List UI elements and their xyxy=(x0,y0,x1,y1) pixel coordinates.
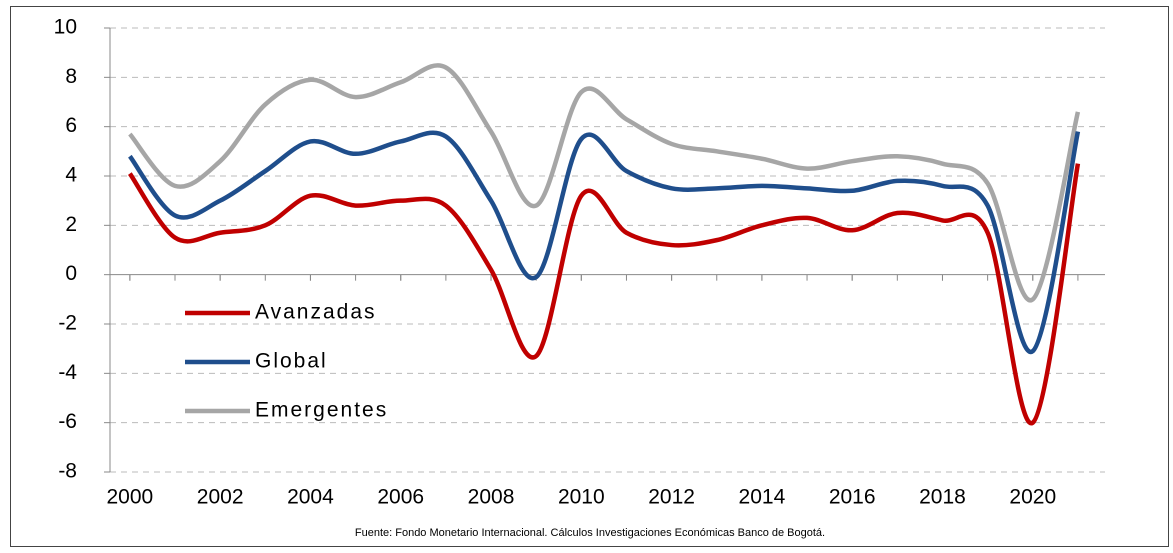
legend-label: Global xyxy=(255,350,328,373)
y-tick-label: 6 xyxy=(65,114,77,137)
legend-label: Emergentes xyxy=(255,399,388,422)
x-tick-label: 2020 xyxy=(1009,486,1056,509)
y-tick-label: -8 xyxy=(58,460,77,483)
y-tick-label: 8 xyxy=(65,65,77,88)
x-tick-label: 2004 xyxy=(287,486,334,509)
x-tick-label: 2016 xyxy=(829,486,876,509)
y-tick-label: 0 xyxy=(65,262,77,285)
x-tick-label: 2000 xyxy=(107,486,154,509)
x-tick-label: 2014 xyxy=(739,486,786,509)
x-tick-label: 2010 xyxy=(558,486,605,509)
y-tick-label: -2 xyxy=(58,312,77,335)
x-tick-label: 2002 xyxy=(197,486,244,509)
frame xyxy=(10,6,1169,547)
series-line xyxy=(128,130,1081,354)
y-tick-label: -6 xyxy=(58,410,77,433)
series-line xyxy=(128,63,1081,303)
y-tick-label: -4 xyxy=(58,361,77,384)
x-tick-label: 2012 xyxy=(648,486,695,509)
series-line xyxy=(127,163,1081,425)
x-tick-label: 2008 xyxy=(468,486,515,509)
y-tick-label: 10 xyxy=(54,16,77,39)
x-tick-label: 2018 xyxy=(919,486,966,509)
x-tick-label: 2006 xyxy=(377,486,424,509)
y-tick-label: 2 xyxy=(65,213,77,236)
legend-label: Avanzadas xyxy=(255,301,377,324)
y-tick-label: 4 xyxy=(65,164,77,187)
source-note: Fuente: Fondo Monetario Internacional. C… xyxy=(355,527,825,539)
